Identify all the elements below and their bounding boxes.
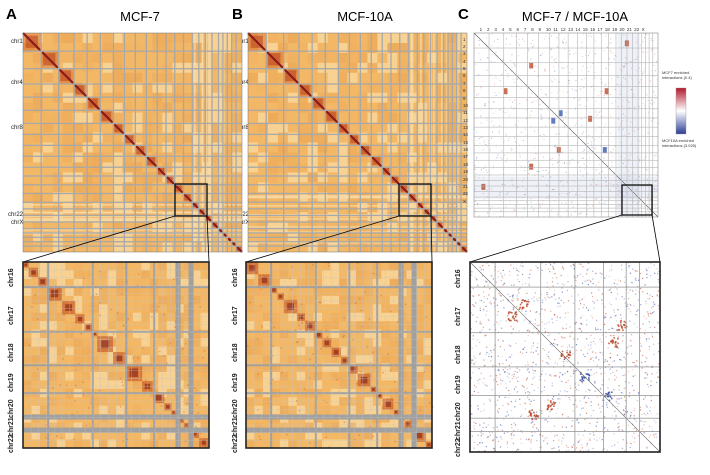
panel-c-col-label-8: 8 bbox=[531, 27, 534, 32]
panel-c-row-label-9: 9 bbox=[463, 95, 466, 101]
panel-a-label-chr8: chr8 bbox=[11, 125, 23, 131]
panel-c-col-label-6: 6 bbox=[516, 27, 519, 32]
panel-c-col-label-15: 15 bbox=[582, 27, 588, 32]
panel-c-row-label-5: 5 bbox=[463, 66, 466, 72]
panel-a-genome-heatmap bbox=[22, 32, 243, 253]
panel-c-col-label-12: 12 bbox=[560, 27, 566, 32]
panel-a-label-chr1: chr1 bbox=[11, 39, 23, 45]
panel-a-label-chr4: chr4 bbox=[11, 80, 23, 86]
legend-bottom-text: MCF10A enriched interactions (3.025) bbox=[662, 138, 697, 148]
panel-c-zoom-label-chr22: chr22 bbox=[455, 438, 462, 457]
panel-c-col-label-1: 1 bbox=[479, 27, 483, 32]
legend-top-text: MCF7 enriched interactions (0.4) bbox=[662, 70, 692, 80]
panel-c-row-label-21: 21 bbox=[463, 183, 469, 189]
panel-title-b: MCF-10A bbox=[337, 9, 393, 24]
panel-c-row-label-14: 14 bbox=[463, 132, 469, 138]
legend-colorbar bbox=[675, 87, 687, 135]
panel-c-row-label-6: 6 bbox=[463, 73, 466, 79]
panel-c-zoom-label-chr19: chr19 bbox=[455, 375, 462, 394]
panel-c-zoom-label-chr20: chr20 bbox=[455, 401, 462, 421]
panel-c-col-label-19: 19 bbox=[612, 27, 618, 32]
panel-c-col-label-22: 22 bbox=[634, 27, 640, 32]
panel-c-row-label-19: 19 bbox=[463, 169, 469, 175]
panel-letter-a: A bbox=[6, 6, 17, 23]
panel-c-col-label-7: 7 bbox=[523, 27, 527, 32]
panel-c-col-label-14: 14 bbox=[575, 27, 581, 32]
panel-c-col-label-3: 3 bbox=[494, 27, 497, 32]
panel-c-col-label-5: 5 bbox=[509, 27, 512, 32]
panel-c-zoom-label-chr17: chr17 bbox=[455, 306, 462, 326]
panel-c-row-label-3: 3 bbox=[463, 51, 466, 57]
panel-a-zoom-region bbox=[22, 183, 210, 263]
panel-c-zoom-label-chr21: chr21 bbox=[455, 420, 462, 440]
panel-b-zoom-label-chr20: chr20 bbox=[232, 398, 239, 418]
panel-b-label-chr4: chr4 bbox=[237, 80, 249, 86]
panel-b-zoom-label-chr16: chr16 bbox=[232, 268, 239, 288]
panel-c-col-label-21: 21 bbox=[626, 27, 632, 32]
panel-c-zoom-label-chr16: chr16 bbox=[455, 268, 462, 288]
panel-c-col-label-4: 4 bbox=[501, 27, 505, 32]
panel-c-row-label-4: 4 bbox=[463, 58, 466, 64]
panel-b-label-chr1: chr1 bbox=[237, 39, 249, 45]
panel-a-zoom-label-chr22: chr22 bbox=[8, 434, 15, 453]
panel-c-row-label-1: 1 bbox=[463, 36, 466, 42]
panel-b-label-chr8: chr8 bbox=[237, 125, 249, 131]
panel-a-zoom-label-chr16: chr16 bbox=[8, 268, 15, 288]
panel-c-row-label-12: 12 bbox=[463, 117, 469, 123]
panel-c-row-label-8: 8 bbox=[463, 88, 466, 94]
panel-c-zoom-label-chr18: chr18 bbox=[455, 344, 462, 364]
panel-b-label-chrx: chrX bbox=[237, 220, 250, 226]
panel-c-genome-diff-heatmap bbox=[473, 32, 659, 218]
panel-c-zoom-diff-heatmap bbox=[469, 261, 662, 453]
panel-c-col-label-9: 9 bbox=[538, 27, 542, 32]
panel-c-zoom-region bbox=[469, 184, 661, 263]
panel-c-row-label-2: 2 bbox=[463, 44, 466, 50]
panel-c-row-label-22: 22 bbox=[463, 191, 469, 197]
panel-title-c: MCF-7 / MCF-10A bbox=[521, 9, 629, 24]
panel-a-zoom-label-chr17: chr17 bbox=[8, 305, 15, 325]
panel-a-zoom-heatmap bbox=[22, 261, 210, 449]
panel-c-col-label-20: 20 bbox=[619, 27, 625, 32]
panel-c-row-label-10: 10 bbox=[463, 102, 469, 108]
panel-c-col-label-13: 13 bbox=[568, 27, 574, 32]
panel-c-col-label-11: 11 bbox=[553, 27, 558, 32]
panel-c-row-label-11: 11 bbox=[463, 110, 468, 116]
panel-a-label-chrx: chrX bbox=[11, 220, 24, 226]
panel-c-row-label-20: 20 bbox=[463, 176, 469, 182]
panel-letter-b: B bbox=[232, 6, 243, 23]
panel-c-col-label-16: 16 bbox=[590, 27, 596, 32]
panel-c-row-label-15: 15 bbox=[463, 139, 469, 145]
panel-title-a: MCF-7 bbox=[120, 9, 160, 24]
panel-c-col-label-18: 18 bbox=[604, 27, 610, 32]
panel-c-row-label-X: X bbox=[463, 198, 467, 204]
panel-c-row-label-7: 7 bbox=[463, 80, 466, 86]
panel-b-zoom-label-chr19: chr19 bbox=[232, 372, 239, 392]
panel-a-zoom-label-chr18: chr18 bbox=[8, 343, 15, 362]
panel-c-col-label-17: 17 bbox=[597, 27, 603, 32]
panel-c-col-label-X: X bbox=[641, 27, 645, 32]
panel-b-zoom-label-chr17: chr17 bbox=[232, 305, 239, 325]
panel-c-col-label-2: 2 bbox=[487, 27, 490, 32]
panel-c-row-label-18: 18 bbox=[463, 161, 469, 167]
panel-c-row-label-13: 13 bbox=[463, 125, 469, 130]
panel-b-genome-heatmap bbox=[247, 32, 468, 253]
panel-a-label-chr22: chr22 bbox=[8, 212, 24, 218]
panel-c-row-label-16: 16 bbox=[463, 147, 469, 153]
panel-b-zoom-heatmap bbox=[245, 261, 434, 449]
panel-b-zoom-region bbox=[245, 183, 433, 263]
panel-b-zoom-label-chr22: chr22 bbox=[232, 434, 239, 453]
panel-a-zoom-label-chr20: chr20 bbox=[8, 398, 15, 418]
panel-b-zoom-label-chr18: chr18 bbox=[232, 343, 239, 362]
panel-a-zoom-label-chr19: chr19 bbox=[8, 372, 15, 392]
panel-letter-c: C bbox=[458, 6, 469, 23]
panel-c-row-label-17: 17 bbox=[463, 154, 469, 160]
panel-c-col-label-10: 10 bbox=[545, 27, 551, 32]
